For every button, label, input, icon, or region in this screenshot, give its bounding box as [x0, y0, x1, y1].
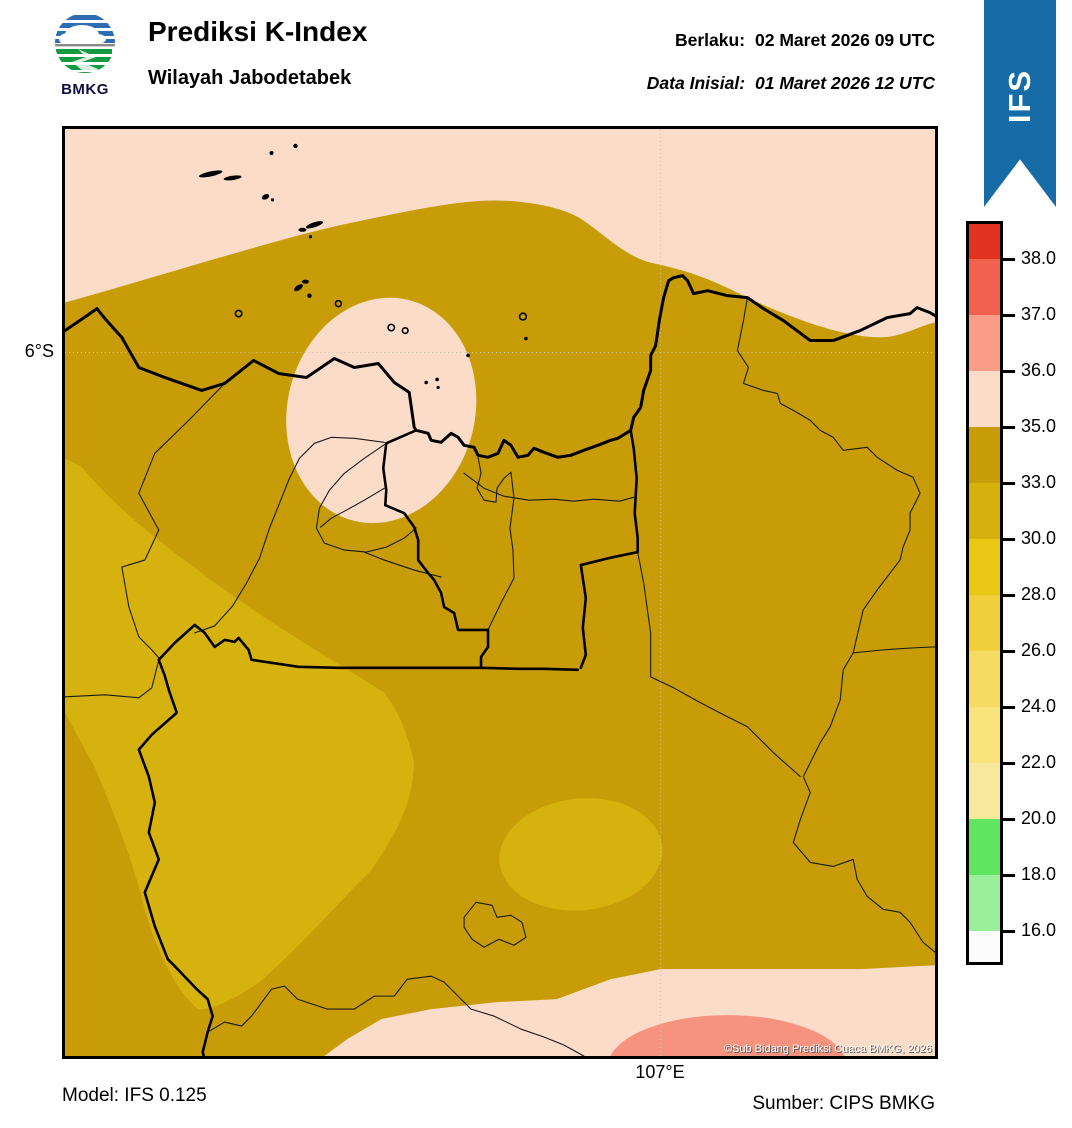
- colorbar-tick-label: 18.0: [1021, 864, 1057, 884]
- colorbar-segment: [969, 707, 1000, 763]
- model-caption: Model: IFS 0.125: [62, 1085, 207, 1106]
- colorbar-segment: [969, 875, 1000, 931]
- colorbar-tick-mark: [1003, 705, 1015, 709]
- k-index-map-canvas: [65, 129, 935, 1056]
- colorbar-tick-label: 33.0: [1021, 472, 1057, 492]
- page-subtitle: Wilayah Jabodetabek: [148, 67, 352, 89]
- colorbar-segment: [969, 819, 1000, 875]
- gridlines: [65, 129, 935, 1056]
- colorbar-tick-label: 37.0: [1021, 304, 1057, 324]
- colorbar-segment: [969, 315, 1000, 371]
- colorbar-tick-mark: [1003, 313, 1015, 317]
- colorbar-segment: [969, 595, 1000, 651]
- colorbar-tick-mark: [1003, 817, 1015, 821]
- kindex-oval-35-36: [286, 297, 477, 524]
- kindex-blob-36-37: [610, 1015, 845, 1056]
- islands: [198, 143, 528, 390]
- initial-time: Data Inisial: 01 Maret 2026 12 UTC: [647, 73, 935, 94]
- bmkg-logo: BMKG: [52, 12, 118, 98]
- source-caption: Sumber: CIPS BMKG: [752, 1093, 935, 1114]
- latitude-label: 6°S: [24, 341, 54, 361]
- coastline: [65, 274, 935, 459]
- colorbar-tick-mark: [1003, 425, 1015, 429]
- colorbar-tick-label: 16.0: [1021, 920, 1057, 940]
- model-ribbon: IFS: [984, 0, 1056, 207]
- colorbar-tick-label: 24.0: [1021, 696, 1057, 716]
- colorbar-tick-label: 36.0: [1021, 360, 1057, 380]
- colorbar-tick-mark: [1003, 537, 1015, 541]
- colorbar-segment: [969, 651, 1000, 707]
- page-title: Prediksi K-Index: [148, 16, 368, 47]
- logo-cloud: [59, 25, 106, 45]
- district-boundaries: [65, 297, 935, 1056]
- model-ribbon-label: IFS: [1001, 68, 1037, 124]
- colorbar-segment: [969, 371, 1000, 427]
- colorbar-segment: [969, 931, 1000, 962]
- colorbar-segment: [969, 224, 1000, 259]
- colorbar-tick-mark: [1003, 369, 1015, 373]
- initial-time-label: Data Inisial:: [646, 73, 746, 93]
- map-copyright: ©Sub Bidang Prediksi Cuaca BMKG, 2026: [723, 1043, 932, 1055]
- colorbar: [966, 221, 1003, 965]
- colorbar-segment: [969, 427, 1000, 483]
- valid-time-value: 02 Maret 2026 09 UTC: [755, 30, 935, 50]
- colorbar-tick-mark: [1003, 257, 1015, 261]
- colorbar-segment: [969, 763, 1000, 819]
- colorbar-tick-label: 26.0: [1021, 640, 1057, 660]
- colorbar-tick-mark: [1003, 873, 1015, 877]
- colorbar-tick-label: 30.0: [1021, 528, 1057, 548]
- longitude-label: 107°E: [635, 1062, 685, 1082]
- logo-land-stripes: [55, 49, 115, 73]
- colorbar-segment: [969, 539, 1000, 595]
- colorbar-tick-mark: [1003, 649, 1015, 653]
- colorbar-tick-mark: [1003, 481, 1015, 485]
- colorbar-tick-label: 38.0: [1021, 248, 1057, 268]
- kindex-sea-region-35-36: [65, 129, 935, 338]
- logo-label: BMKG: [61, 81, 109, 98]
- colorbar-tick-label: 22.0: [1021, 752, 1057, 772]
- valid-time-label: Berlaku:: [675, 30, 746, 50]
- colorbar-segment: [969, 259, 1000, 315]
- colorbar-tick-mark: [1003, 761, 1015, 765]
- bmkg-logo-icon: [55, 13, 115, 73]
- kindex-ellipse-30-33: [499, 798, 663, 911]
- valid-time: Berlaku: 02 Maret 2026 09 UTC: [675, 30, 935, 51]
- colorbar-tick-mark: [1003, 593, 1015, 597]
- province-boundaries: [137, 429, 639, 1056]
- colorbar-tick-label: 28.0: [1021, 584, 1057, 604]
- colorbar-segment: [969, 483, 1000, 539]
- initial-time-value: 01 Maret 2026 12 UTC: [755, 73, 935, 93]
- colorbar-tick-label: 20.0: [1021, 808, 1057, 828]
- forecast-map: ©Sub Bidang Prediksi Cuaca BMKG, 2026: [62, 126, 938, 1059]
- colorbar-tick-label: 35.0: [1021, 416, 1057, 436]
- colorbar-tick-mark: [1003, 929, 1015, 933]
